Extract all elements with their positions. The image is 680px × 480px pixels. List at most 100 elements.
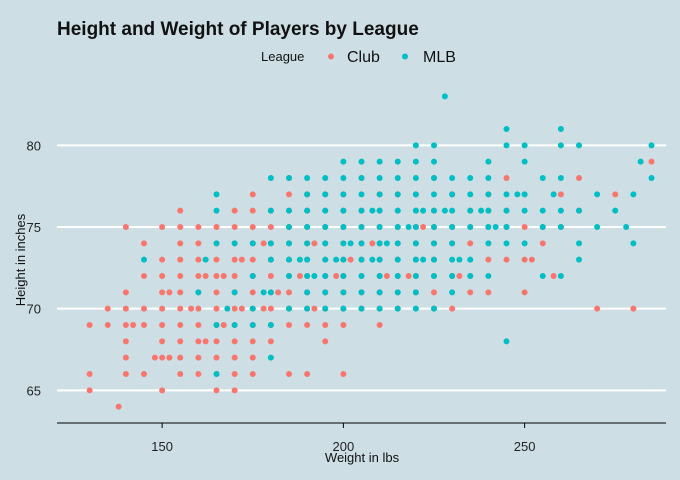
point-club [467,240,474,247]
point-mlb [376,158,383,165]
point-mlb [503,191,510,198]
point-club [141,240,147,247]
point-club [177,289,184,296]
point-mlb [576,256,582,263]
point-mlb [213,322,220,328]
point-mlb [431,224,437,230]
point-mlb [623,224,630,230]
point-club [231,305,238,312]
point-mlb [340,207,347,214]
point-mlb [267,322,274,328]
point-mlb [412,207,419,214]
point-club [238,305,245,312]
point-club [260,240,267,247]
point-mlb [333,256,340,263]
point-mlb [213,207,220,214]
point-mlb [249,322,256,328]
point-mlb [394,289,401,296]
point-mlb [431,175,437,181]
point-club [159,305,166,312]
point-mlb [296,256,303,263]
point-mlb [467,175,474,181]
point-club [177,256,184,263]
point-mlb [521,158,528,165]
point-club [249,354,256,361]
point-club [202,338,209,345]
point-mlb [376,273,383,279]
legend-label-mlb: MLB [423,49,456,66]
point-mlb [286,175,292,181]
point-club [195,305,202,312]
legend-label-club: Club [347,49,380,66]
point-club [420,224,427,230]
x-tick-label: 150 [151,439,173,454]
point-club [141,371,147,377]
point-mlb [405,224,412,230]
point-club [383,273,390,279]
point-mlb [213,371,220,377]
point-mlb [267,207,274,214]
point-mlb [412,240,419,247]
point-mlb [369,256,376,263]
point-mlb [441,93,448,100]
point-club [166,289,173,296]
point-mlb [576,207,582,214]
point-club [188,305,195,312]
point-club [195,338,202,345]
point-mlb [376,207,383,214]
point-mlb [630,240,637,247]
point-mlb [231,322,238,328]
point-mlb [267,240,274,247]
point-club [231,371,238,377]
point-mlb [394,240,401,247]
point-mlb [557,142,564,149]
point-club [220,273,227,279]
point-mlb [141,256,147,263]
point-mlb [456,256,463,263]
point-club [485,256,492,263]
point-mlb [637,158,644,165]
point-club [369,240,376,247]
point-mlb [202,256,209,263]
point-club [296,273,303,279]
point-mlb [394,273,401,279]
point-mlb [449,175,456,181]
point-mlb [485,273,492,279]
point-mlb [286,273,292,279]
point-club [275,289,282,296]
point-club [166,354,173,361]
point-mlb [485,158,492,165]
y-axis-label: Height in inches [13,213,28,306]
point-mlb [521,191,528,198]
point-mlb [449,256,456,263]
point-mlb [304,240,311,247]
point-club [503,256,510,263]
point-mlb [557,175,564,181]
point-mlb [394,305,401,312]
point-club [528,256,535,263]
point-club [449,305,456,312]
point-mlb [358,224,365,230]
point-club [322,338,329,345]
point-mlb [449,224,456,230]
point-club [213,289,220,296]
point-club [177,240,184,247]
point-club [213,273,220,279]
point-club [195,224,202,230]
point-mlb [311,273,318,279]
point-mlb [376,191,383,198]
point-club [521,224,528,230]
point-mlb [286,240,292,247]
point-mlb [557,126,564,132]
point-mlb [260,289,267,296]
data-points [86,93,655,410]
point-mlb [376,256,383,263]
point-club [333,273,340,279]
x-axis-label: Weight in lbs [325,450,400,465]
point-club [431,289,437,296]
point-club [122,338,129,345]
point-club [322,322,329,328]
point-club [177,305,184,312]
point-club [177,273,184,279]
point-mlb [521,142,528,149]
